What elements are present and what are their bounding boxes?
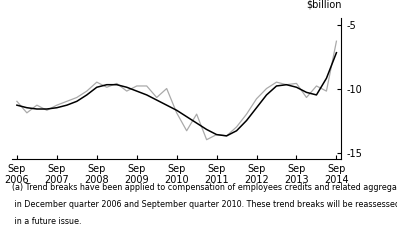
Text: (a) Trend breaks have been applied to compensation of employees credits and rela: (a) Trend breaks have been applied to co… xyxy=(12,183,397,192)
Text: $billion: $billion xyxy=(306,0,341,10)
Text: in a future issue.: in a future issue. xyxy=(12,217,81,226)
Text: in December quarter 2006 and September quarter 2010. These trend breaks will be : in December quarter 2006 and September q… xyxy=(12,200,397,209)
